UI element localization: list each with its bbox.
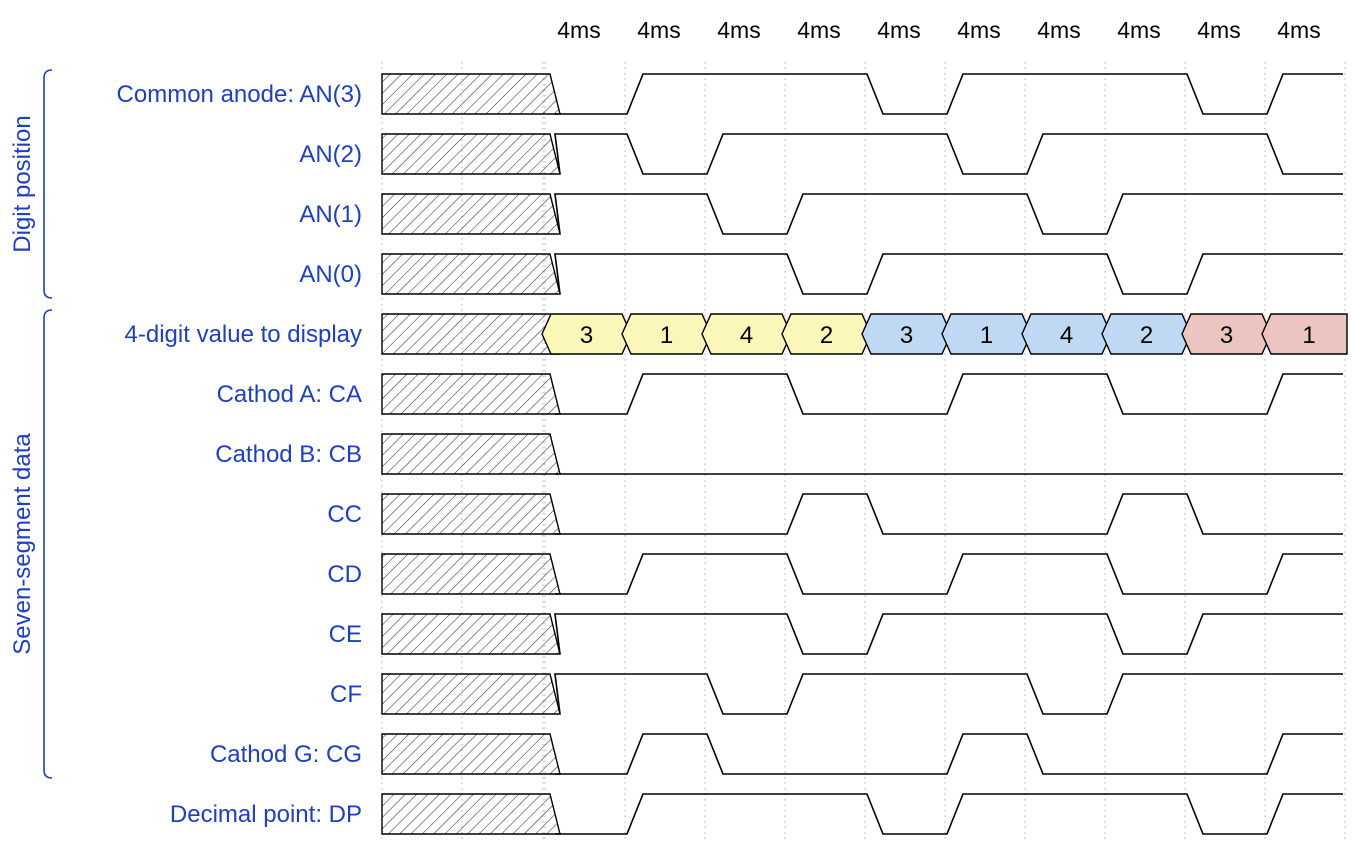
bus-value: 1 <box>980 322 993 349</box>
signal-label: Common anode: AN(3) <box>117 81 362 108</box>
group-brace <box>43 309 53 779</box>
signal-waveform <box>555 493 1343 535</box>
period-label: 4ms <box>877 17 920 43</box>
signal-waveform <box>555 793 1343 835</box>
signal-label: 4-digit value to display <box>125 321 362 348</box>
unknown-state-region <box>381 133 561 175</box>
unknown-state-region <box>381 73 561 115</box>
period-label: 4ms <box>1197 17 1240 43</box>
period-label: 4ms <box>1037 17 1080 43</box>
unknown-state-region <box>381 373 561 415</box>
bus-value: 3 <box>1220 322 1233 349</box>
signal-label: CE <box>329 621 362 648</box>
signal-label: Decimal point: DP <box>170 801 362 828</box>
unknown-state-region <box>381 673 561 715</box>
signal-label: CC <box>327 501 362 528</box>
signal-waveform <box>554 193 1343 235</box>
signal-groups: Digit position Seven-segment data <box>9 69 53 779</box>
bus-value: 2 <box>820 322 833 349</box>
period-label: 4ms <box>717 17 760 43</box>
signal-label: AN(1) <box>299 201 362 228</box>
bus-value: 4 <box>740 322 753 349</box>
unknown-state-region <box>381 433 561 475</box>
unknown-state-region <box>381 733 561 775</box>
signal-waveform <box>555 73 1343 115</box>
signal-waveform <box>555 733 1343 775</box>
signal-label: AN(0) <box>299 261 362 288</box>
unknown-state-region <box>381 613 561 655</box>
unknown-state-region <box>381 553 561 595</box>
signal-label: CF <box>330 681 362 708</box>
bus-value: 3 <box>580 322 593 349</box>
unknown-state-region <box>381 313 561 355</box>
bus-value: 2 <box>1140 322 1153 349</box>
period-label: 4ms <box>637 17 680 43</box>
unknown-state-region <box>381 793 561 835</box>
bus-value: 4 <box>1060 322 1073 349</box>
signal-waveform <box>555 373 1343 415</box>
period-label: 4ms <box>557 17 600 43</box>
signal-waveform <box>554 133 1343 175</box>
bus-value: 1 <box>1302 322 1315 349</box>
group-label: Seven-segment data <box>9 433 36 655</box>
bus-value: 1 <box>660 322 673 349</box>
bus-value: 3 <box>900 322 913 349</box>
signal-waveform <box>554 613 1343 655</box>
waveforms: 3 1 4 2 3 1 4 2 3 1 <box>381 73 1348 835</box>
group-brace <box>43 69 53 299</box>
group-label: Digit position <box>9 115 36 252</box>
signal-waveform <box>554 673 1343 715</box>
period-labels: 4ms 4ms 4ms 4ms 4ms 4ms 4ms 4ms 4ms 4ms <box>557 17 1320 43</box>
bus-segment <box>1261 313 1348 355</box>
unknown-state-region <box>381 253 561 295</box>
period-label: 4ms <box>957 17 1000 43</box>
signal-label: AN(2) <box>299 141 362 168</box>
signal-label: CD <box>327 561 362 588</box>
signal-label: Cathod A: CA <box>217 381 362 408</box>
unknown-state-region <box>381 493 561 535</box>
signal-labels: Common anode: AN(3) AN(2) AN(1) AN(0) 4-digi… <box>117 81 362 828</box>
signal-waveform <box>555 553 1343 595</box>
period-label: 4ms <box>1117 17 1160 43</box>
signal-waveform <box>554 253 1343 295</box>
period-label: 4ms <box>1277 17 1320 43</box>
period-label: 4ms <box>797 17 840 43</box>
signal-label: Cathod G: CG <box>210 741 362 768</box>
unknown-state-region <box>381 193 561 235</box>
signal-label: Cathod B: CB <box>215 441 362 468</box>
